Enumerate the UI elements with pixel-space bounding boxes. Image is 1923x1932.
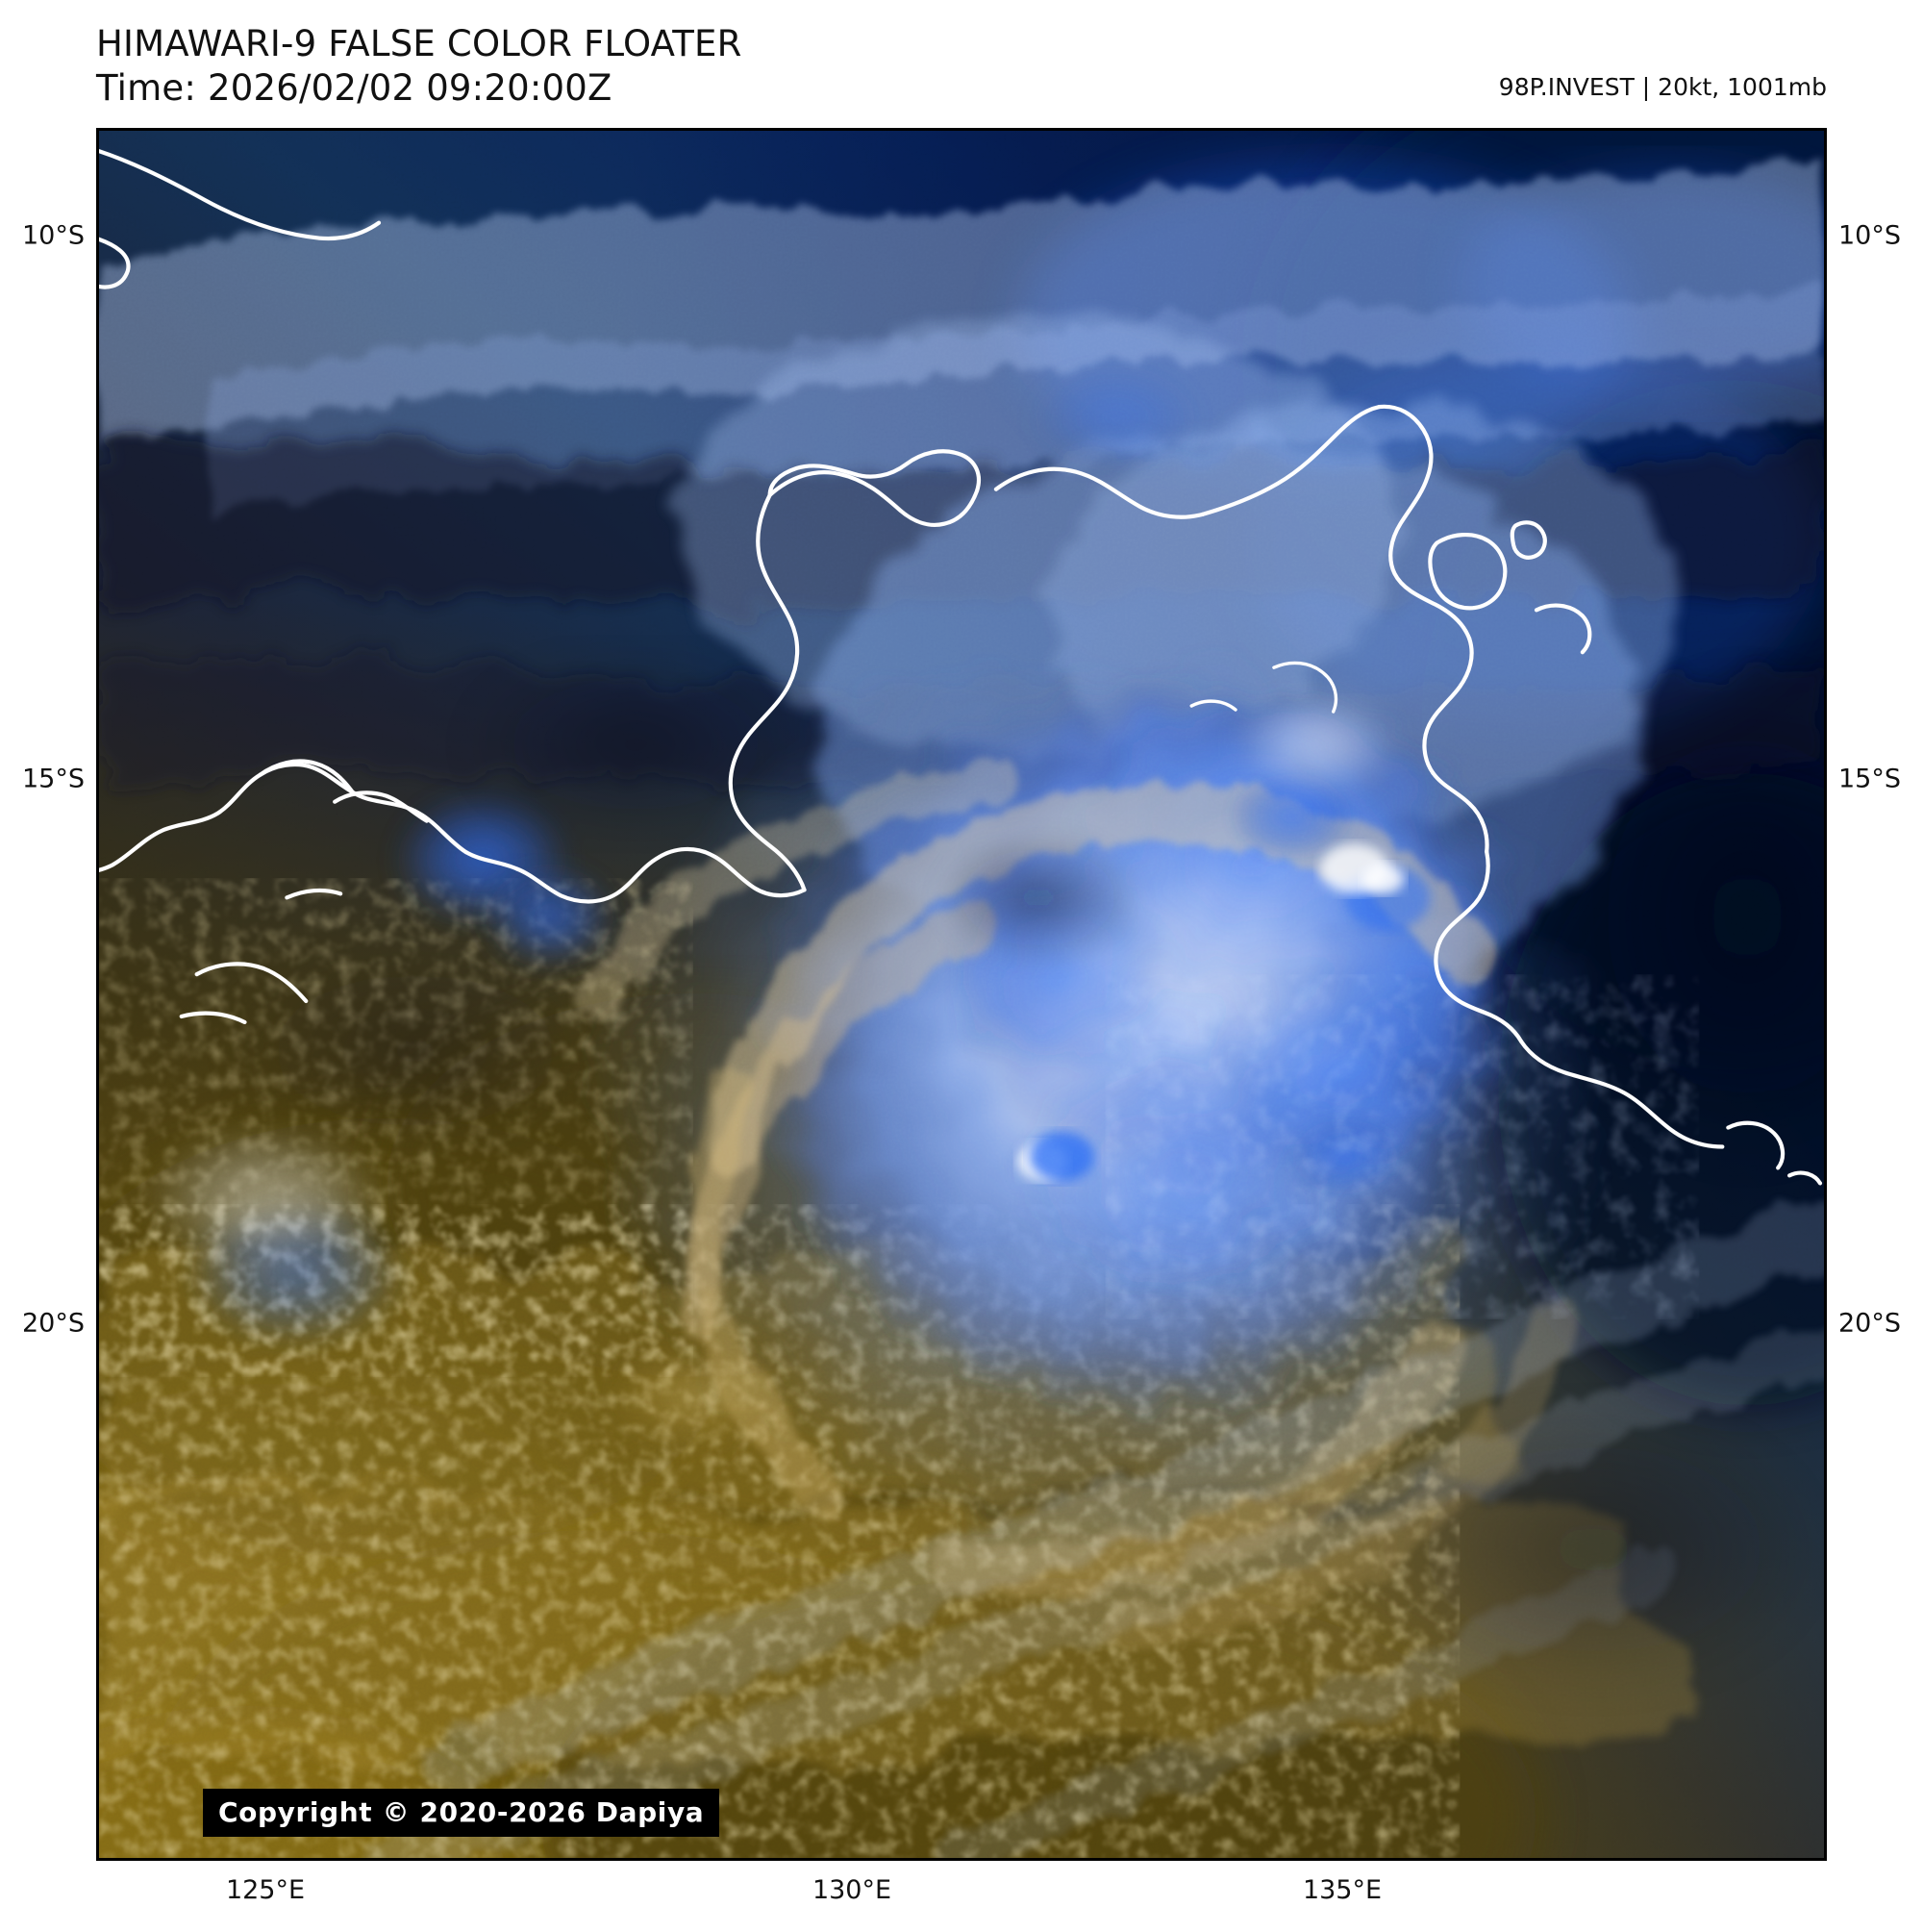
- satellite-imagery: [99, 131, 1824, 1858]
- lon-label-125e: 125°E: [225, 1875, 306, 1905]
- lat-label-right-10s: 10°S: [1838, 220, 1901, 251]
- copyright-badge: Copyright © 2020-2026 Dapiya: [203, 1789, 720, 1837]
- lat-label-left-15s: 15°S: [22, 764, 85, 794]
- lon-label-130e: 130°E: [812, 1875, 892, 1905]
- satellite-image-panel[interactable]: Copyright © 2020-2026 Dapiya: [96, 128, 1827, 1861]
- page-title: HIMAWARI-9 FALSE COLOR FLOATER: [96, 23, 742, 64]
- lat-label-right-20s: 20°S: [1838, 1308, 1901, 1339]
- lat-label-right-15s: 15°S: [1838, 764, 1901, 794]
- lon-label-135e: 135°E: [1302, 1875, 1383, 1905]
- header: HIMAWARI-9 FALSE COLOR FLOATER Time: 202…: [0, 0, 1923, 128]
- timestamp-label: Time: 2026/02/02 09:20:00Z: [96, 67, 612, 109]
- lat-label-left-20s: 20°S: [22, 1308, 85, 1339]
- sensor-grain: [99, 131, 1824, 1858]
- lat-label-left-10s: 10°S: [22, 220, 85, 251]
- storm-info-label: 98P.INVEST | 20kt, 1001mb: [1498, 73, 1827, 101]
